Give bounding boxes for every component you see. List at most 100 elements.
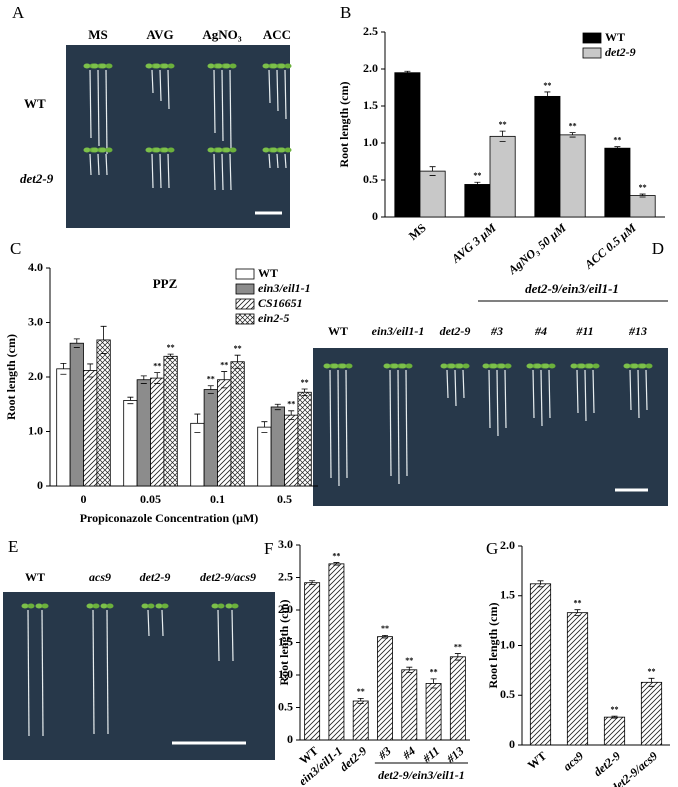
seedlings — [323, 363, 653, 487]
bar — [352, 700, 369, 741]
error-bar — [261, 421, 268, 433]
error-bar — [301, 388, 308, 396]
leaf — [504, 363, 512, 369]
leaf — [83, 147, 91, 153]
label: det2-9/acs9 — [200, 570, 256, 584]
y-tick-label: 1.0 — [28, 423, 43, 437]
group-label: det2-9/ein3/eil1-1 — [525, 281, 619, 296]
y-axis-label: Root length (cm) — [4, 334, 18, 420]
leaf — [161, 603, 169, 609]
error-bar — [430, 678, 437, 689]
error-bar — [288, 410, 295, 420]
root — [106, 609, 109, 735]
bar — [529, 583, 552, 746]
y-tick-label: 0 — [372, 209, 378, 223]
bar — [297, 391, 312, 487]
leaf — [270, 147, 278, 153]
significance: ** — [381, 624, 389, 633]
error-bar — [429, 166, 436, 176]
y-tick-label: 2.5 — [363, 24, 378, 38]
legend-swatch — [235, 298, 255, 310]
legend-label: ein2-5 — [258, 311, 289, 325]
y-tick-label: 2.0 — [278, 602, 293, 616]
y-tick-label: 0 — [37, 478, 43, 492]
leaf — [270, 63, 278, 69]
leaf — [456, 363, 464, 369]
y-axis-label: Root length (cm) — [337, 82, 351, 168]
leaf — [92, 603, 100, 609]
root — [446, 369, 449, 399]
leaf — [223, 63, 231, 69]
error-bar — [234, 354, 241, 369]
bar — [136, 379, 151, 487]
significance: ** — [287, 400, 295, 409]
bar — [96, 339, 111, 487]
x-tick-label: MS — [406, 220, 429, 243]
bar — [163, 355, 178, 487]
leaf — [215, 147, 223, 153]
y-tick-label: 2.0 — [28, 369, 43, 383]
bar — [203, 389, 218, 487]
error-bar — [100, 325, 107, 354]
x-tick-label: ACC 0.5 μM — [581, 220, 639, 272]
label: det2-9 — [140, 570, 171, 584]
bar — [394, 72, 421, 218]
error-bar — [574, 609, 581, 617]
error-bar — [221, 371, 228, 389]
root — [221, 69, 224, 142]
label: ein3/eil1-1 — [372, 324, 425, 338]
label: #3 — [490, 324, 503, 338]
error-bar — [194, 413, 201, 433]
bar — [419, 170, 446, 218]
leaf — [27, 603, 35, 609]
leaf — [217, 603, 225, 609]
y-tick-label: 3.0 — [278, 537, 293, 551]
leaf — [223, 147, 231, 153]
bar — [328, 563, 345, 741]
bar — [604, 147, 631, 218]
x-tick-label: WT — [525, 749, 549, 773]
root — [89, 153, 92, 176]
error-bar — [60, 362, 67, 375]
leaf — [211, 603, 219, 609]
leaf — [167, 147, 175, 153]
error-bar — [406, 666, 413, 673]
y-tick-label: 1.5 — [363, 98, 378, 112]
significance: ** — [574, 599, 582, 608]
root — [268, 69, 271, 104]
root — [337, 369, 340, 487]
leaf — [542, 363, 550, 369]
leaf — [145, 63, 153, 69]
x-tick-label: acs9 — [560, 749, 586, 774]
leaf — [592, 363, 600, 369]
leaf — [278, 63, 286, 69]
bar — [304, 582, 321, 741]
leaf — [215, 63, 223, 69]
leaf — [35, 603, 43, 609]
root — [496, 369, 499, 437]
x-tick-label: det2-9 — [337, 744, 369, 774]
x-tick-label: #3 — [375, 744, 394, 763]
leaf — [482, 363, 490, 369]
error-bar — [167, 353, 174, 359]
leaf — [207, 63, 215, 69]
y-tick-label: 0 — [509, 737, 515, 751]
bar — [489, 135, 516, 218]
leaf — [278, 147, 286, 153]
root — [161, 609, 164, 637]
panel-letter: F — [264, 539, 273, 558]
y-tick-label: 1.5 — [278, 634, 293, 648]
error-bar — [382, 634, 388, 639]
x-tick-label: det2-9 — [591, 749, 623, 779]
root — [576, 369, 579, 414]
legend-swatch — [235, 283, 255, 295]
leaf — [578, 363, 586, 369]
root — [231, 609, 234, 662]
leaf — [141, 603, 149, 609]
root — [97, 69, 100, 147]
x-tick-label: AVG 3 μM — [448, 220, 499, 266]
leaf — [106, 603, 114, 609]
leaf — [145, 147, 153, 153]
x-tick-label: 0.1 — [210, 492, 225, 506]
